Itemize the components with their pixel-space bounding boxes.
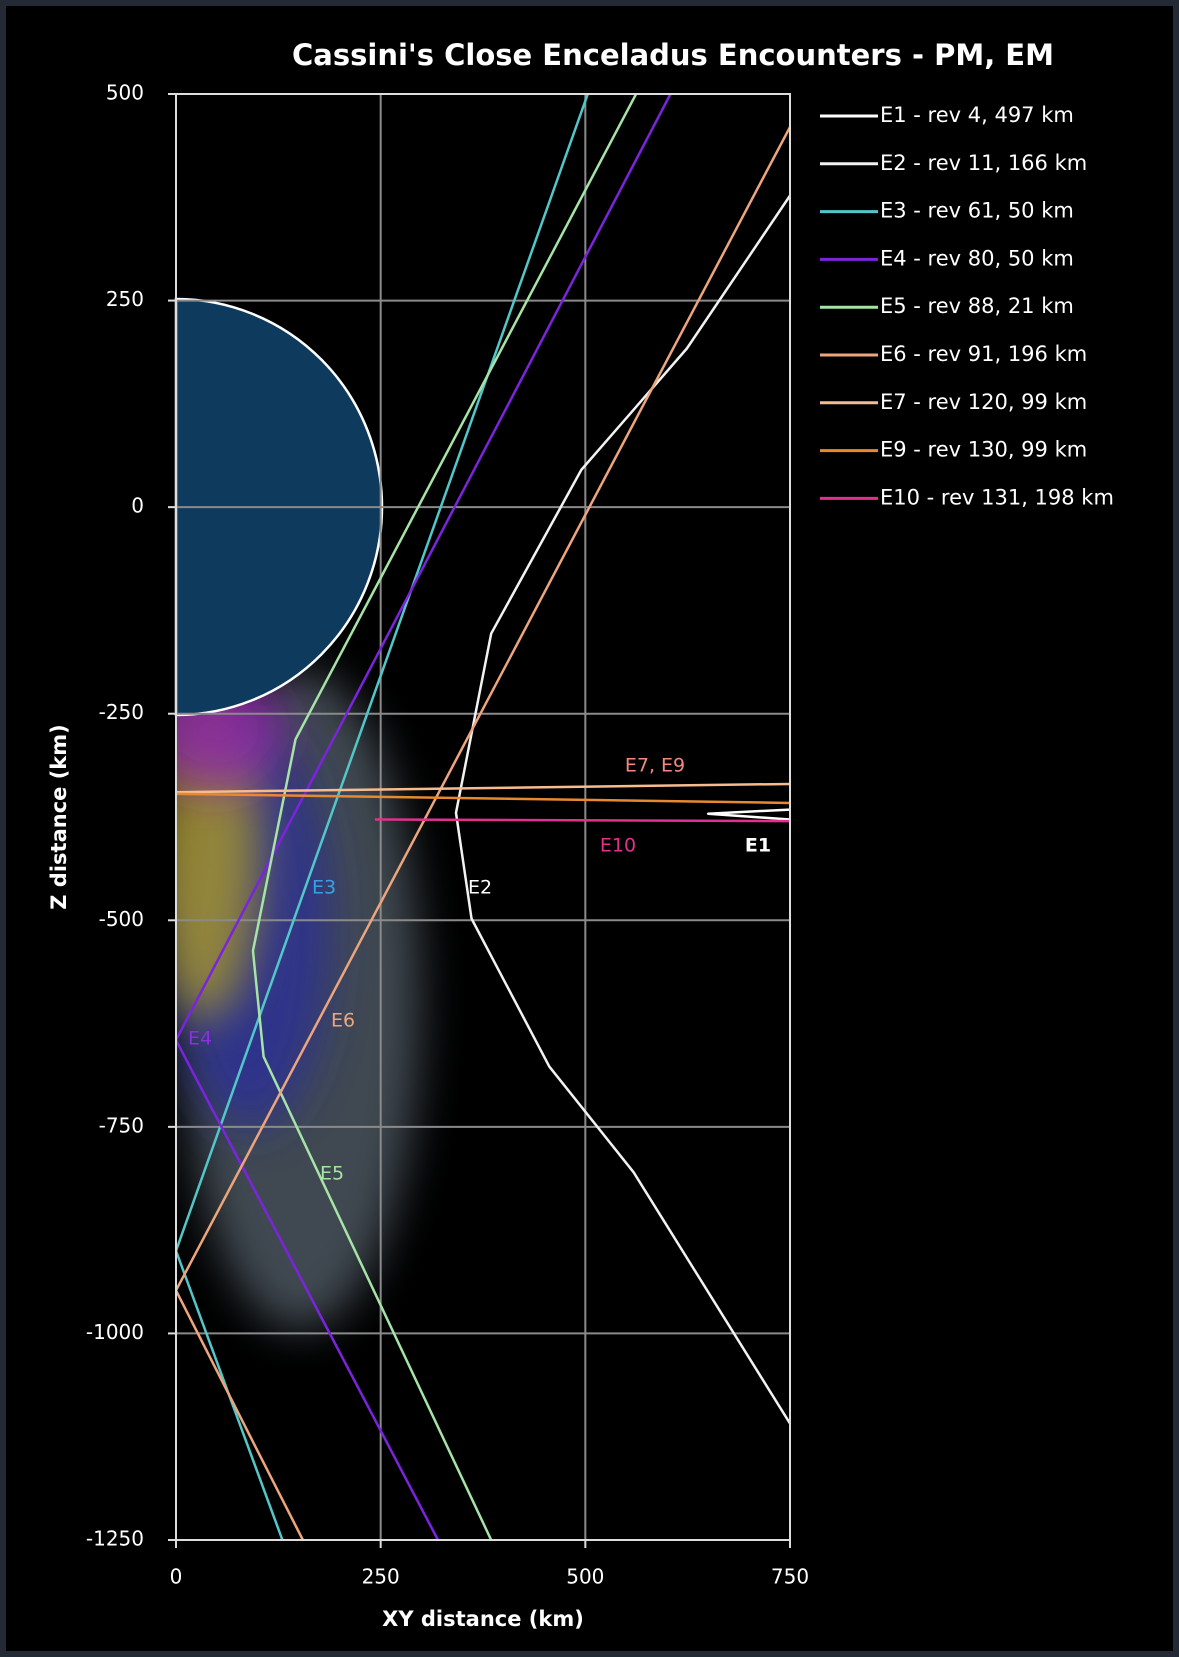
trajectory [176,126,790,1540]
trajectory [176,94,589,1540]
legend-label: E2 - rev 11, 166 km [880,151,1087,175]
annotation: E6 [331,1010,355,1032]
annotation: E10 [600,835,636,857]
annotation: E4 [188,1028,212,1050]
legend-label: E7 - rev 120, 99 km [880,390,1087,414]
y-tick-label: -1250 [86,1527,144,1551]
y-axis-label: Z distance (km) [47,724,71,909]
trajectory [374,818,790,823]
trajectory [176,94,672,1540]
x-tick-label: 750 [771,1565,809,1589]
annotation: E2 [468,877,492,899]
x-tick-label: 0 [170,1565,183,1589]
legend-label: E9 - rev 130, 99 km [880,438,1087,462]
legend-label: E4 - rev 80, 50 km [880,246,1074,270]
y-tick-label: -1000 [86,1320,144,1344]
x-axis-label: XY distance (km) [382,1607,584,1631]
y-tick-label: 500 [106,81,144,105]
y-tick-label: -250 [99,700,144,724]
y-tick-label: -500 [99,907,144,931]
legend-label: E3 - rev 61, 50 km [880,199,1074,223]
annotation: E5 [320,1163,344,1185]
plume [176,670,420,1330]
legend-label: E1 - rev 4, 497 km [880,103,1074,127]
annotation: E7, E9 [625,755,685,777]
trajectory [251,94,638,1540]
annotation: E1 [745,835,771,857]
legend-label: E5 - rev 88, 21 km [880,294,1074,318]
trajectory [176,792,790,805]
chart-title: Cassini's Close Enceladus Encounters - P… [292,38,1054,72]
x-tick-label: 500 [566,1565,604,1589]
legend-label: E6 - rev 91, 196 km [880,342,1087,366]
legend: E1 - rev 4, 497 km E2 - rev 11, 166 km E3 … [820,103,1114,509]
y-tick-label: 0 [131,494,144,518]
x-tick-label: 250 [362,1565,400,1589]
trajectory [176,782,790,794]
annotations: E7, E9 E10 E1 E3 E2 E6 E4 E5 [188,755,771,1185]
annotation: E3 [312,877,336,899]
y-tick-label: -750 [99,1113,144,1137]
trajectory [706,808,790,821]
y-tick-label: 250 [106,287,144,311]
plot-frame [175,93,791,1541]
trajectories [176,94,790,1540]
legend-label: E10 - rev 131, 198 km [880,485,1114,509]
